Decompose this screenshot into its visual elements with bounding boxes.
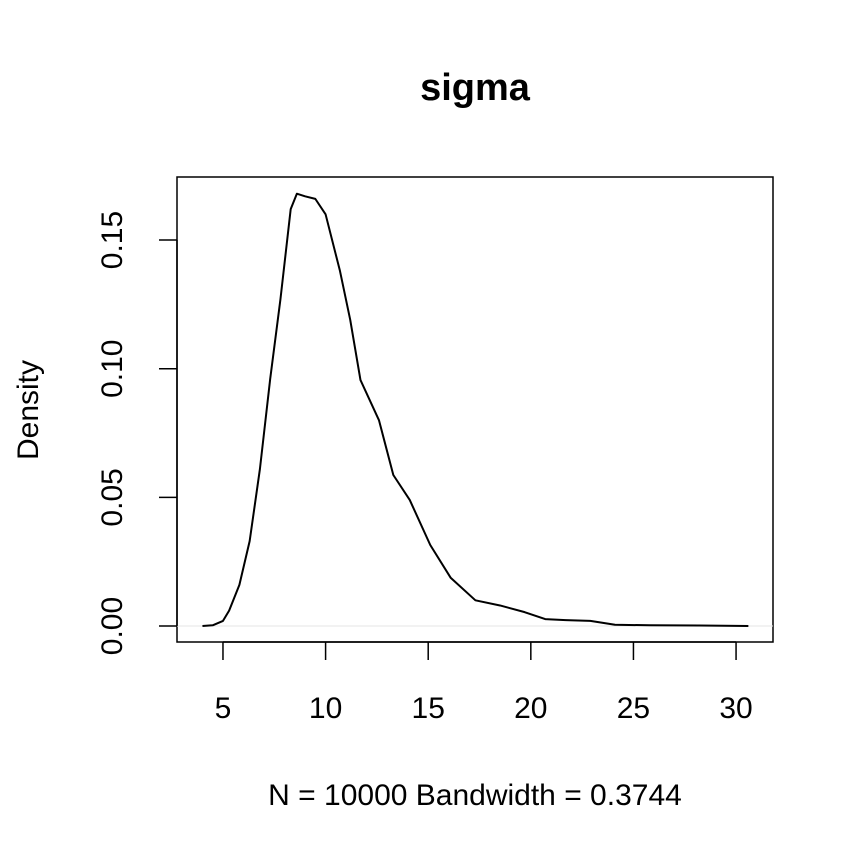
- y-tick-label: 0.15: [96, 211, 129, 269]
- y-axis-title: Density: [12, 360, 45, 460]
- density-line: [202, 192, 749, 628]
- x-tick-label: 15: [412, 692, 445, 725]
- x-tick-label: 5: [215, 692, 232, 725]
- y-tick-label: 0.10: [96, 340, 129, 398]
- chart-title: sigma: [420, 67, 531, 109]
- x-axis-title: N = 10000 Bandwidth = 0.3744: [268, 779, 682, 812]
- x-tick-label: 25: [617, 692, 650, 725]
- x-tick-label: 30: [719, 692, 752, 725]
- y-tick-label: 0.05: [96, 468, 129, 526]
- y-tick-label: 0.00: [96, 597, 129, 655]
- x-tick-label: 10: [309, 692, 342, 725]
- x-tick-label: 20: [514, 692, 547, 725]
